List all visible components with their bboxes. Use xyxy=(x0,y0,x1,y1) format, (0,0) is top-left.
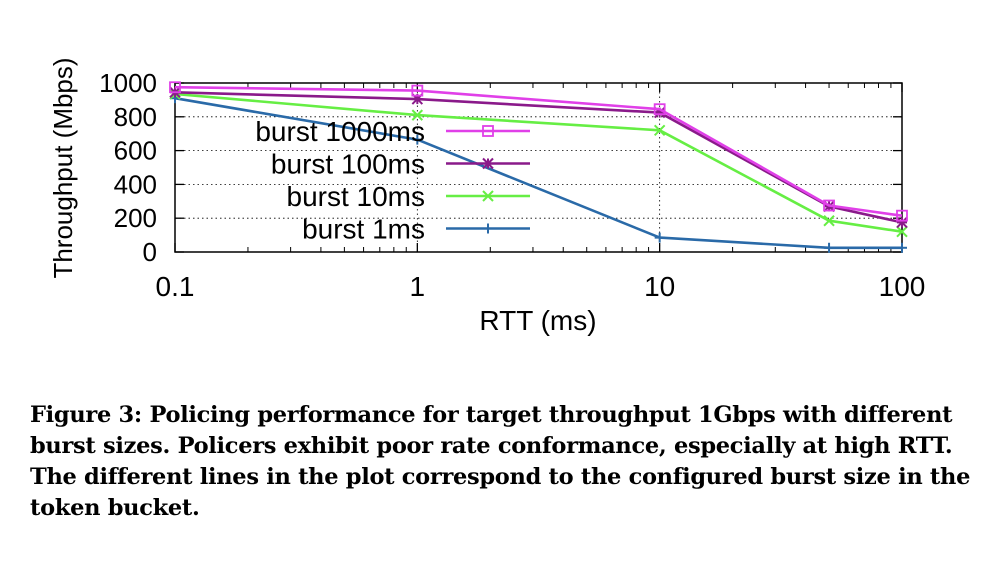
series-burst-1000ms xyxy=(169,81,908,222)
data-point-burst-1000ms xyxy=(896,209,908,222)
data-point-burst-1000ms xyxy=(169,81,181,94)
data-point-burst-1ms xyxy=(824,242,835,253)
x-axis-label: RTT (ms) xyxy=(479,305,596,336)
data-point-burst-10ms-stroke xyxy=(896,226,908,238)
data-point-burst-1000ms xyxy=(411,84,424,97)
data-point-burst-10ms-stroke xyxy=(653,124,666,137)
legend-marker-stroke xyxy=(482,190,494,202)
y-tick-label: 800 xyxy=(114,102,157,132)
data-point-burst-10ms-stroke xyxy=(823,215,835,227)
series-line-burst-1000ms xyxy=(174,85,903,217)
legend-marker xyxy=(482,190,494,202)
legend-marker xyxy=(482,157,494,170)
legend-label: burst 1ms xyxy=(302,214,425,245)
y-axis-label: Throughput (Mbps) xyxy=(48,57,78,278)
data-point-burst-10ms xyxy=(653,124,666,137)
data-point-burst-10ms xyxy=(896,226,908,238)
x-tick-label: 10 xyxy=(644,271,675,302)
legend-label: burst 10ms xyxy=(287,181,426,212)
y-tick-label: 400 xyxy=(114,169,157,199)
data-point-burst-1ms xyxy=(654,232,665,243)
y-tick-label: 200 xyxy=(114,203,157,233)
legend-label: burst 1000ms xyxy=(255,116,425,147)
data-point-burst-1ms xyxy=(412,134,423,145)
legend-entry-burst-1000ms: burst 1000ms xyxy=(255,116,530,147)
x-tick-label: 100 xyxy=(879,271,926,302)
x-tick-label: 1 xyxy=(410,271,426,302)
figure-caption-label: Figure 3: xyxy=(30,402,142,428)
y-tick-label: 600 xyxy=(114,136,157,166)
legend-entry-burst-10ms: burst 10ms xyxy=(287,181,530,212)
figure-caption-text: Policing performance for target throughp… xyxy=(30,402,971,521)
legend-entry-burst-1ms: burst 1ms xyxy=(302,214,530,245)
legend-label: burst 100ms xyxy=(271,149,425,180)
data-point-burst-10ms-stroke xyxy=(411,109,424,121)
x-tick-label: 0.1 xyxy=(156,271,195,302)
data-point-burst-1000ms xyxy=(653,103,666,116)
legend-marker xyxy=(483,223,493,234)
data-point-burst-1ms xyxy=(897,242,907,253)
series-burst-10ms xyxy=(169,88,908,238)
data-point-burst-10ms xyxy=(823,215,835,227)
data-point-burst-100ms xyxy=(896,216,908,229)
y-tick-label: 1000 xyxy=(99,68,157,98)
plot-frame xyxy=(174,82,903,253)
figure-caption: Figure 3: Policing performance for targe… xyxy=(30,400,980,524)
data-point-burst-10ms xyxy=(411,109,424,121)
legend-marker xyxy=(482,125,494,137)
legend-entry-burst-100ms: burst 100ms xyxy=(271,149,530,180)
series-burst-1ms xyxy=(170,93,907,253)
y-tick-label: 0 xyxy=(143,237,157,267)
data-point-burst-1000ms xyxy=(823,199,835,212)
series-group xyxy=(169,81,908,253)
